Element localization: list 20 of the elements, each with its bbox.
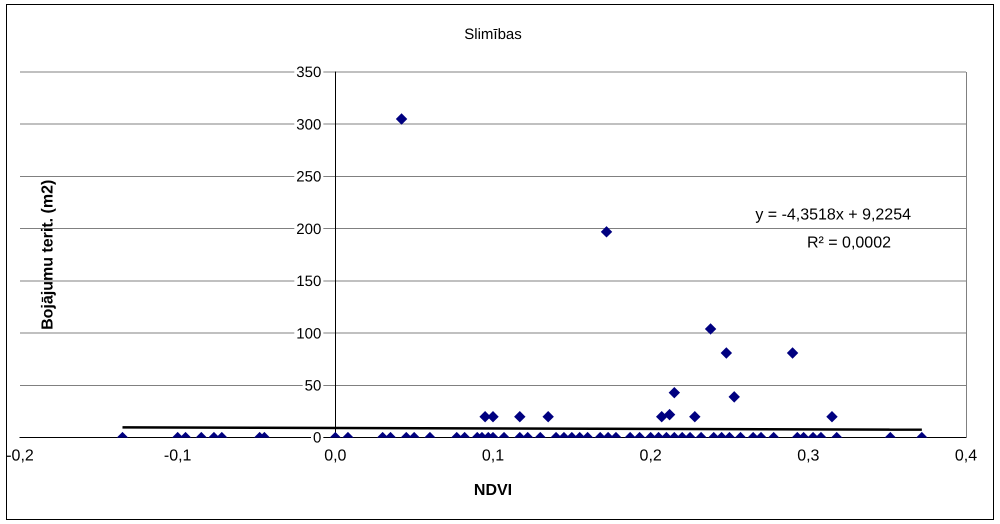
y-tick-label: 250 bbox=[296, 168, 322, 186]
chart-title: Slimības bbox=[464, 26, 522, 44]
annotation: R² = 0,0002 bbox=[806, 234, 892, 252]
y-tick-label: 0 bbox=[312, 430, 322, 447]
x-tick-label: 0,2 bbox=[640, 448, 662, 465]
x-tick-label: 0,0 bbox=[324, 448, 347, 465]
x-tick-label: -0,2 bbox=[6, 448, 34, 465]
x-tick-label: 0,4 bbox=[954, 448, 978, 465]
y-tick-label: 300 bbox=[296, 116, 322, 134]
x-tick-label: -0,1 bbox=[164, 448, 192, 465]
x-axis-title: NDVI bbox=[474, 482, 512, 499]
annotation: y = -4,3518x + 9,2254 bbox=[755, 206, 912, 224]
y-tick-label: 200 bbox=[296, 220, 322, 238]
y-tick-label: 50 bbox=[304, 378, 322, 395]
y-axis-title: Bojājumu terit. (m2) bbox=[39, 180, 56, 330]
y-tick-label: 100 bbox=[296, 325, 322, 342]
x-tick-label: 0,1 bbox=[482, 448, 504, 465]
y-tick-label: 350 bbox=[296, 64, 322, 82]
x-tick-label: 0,3 bbox=[797, 448, 820, 465]
y-tick-label: 150 bbox=[296, 273, 322, 290]
